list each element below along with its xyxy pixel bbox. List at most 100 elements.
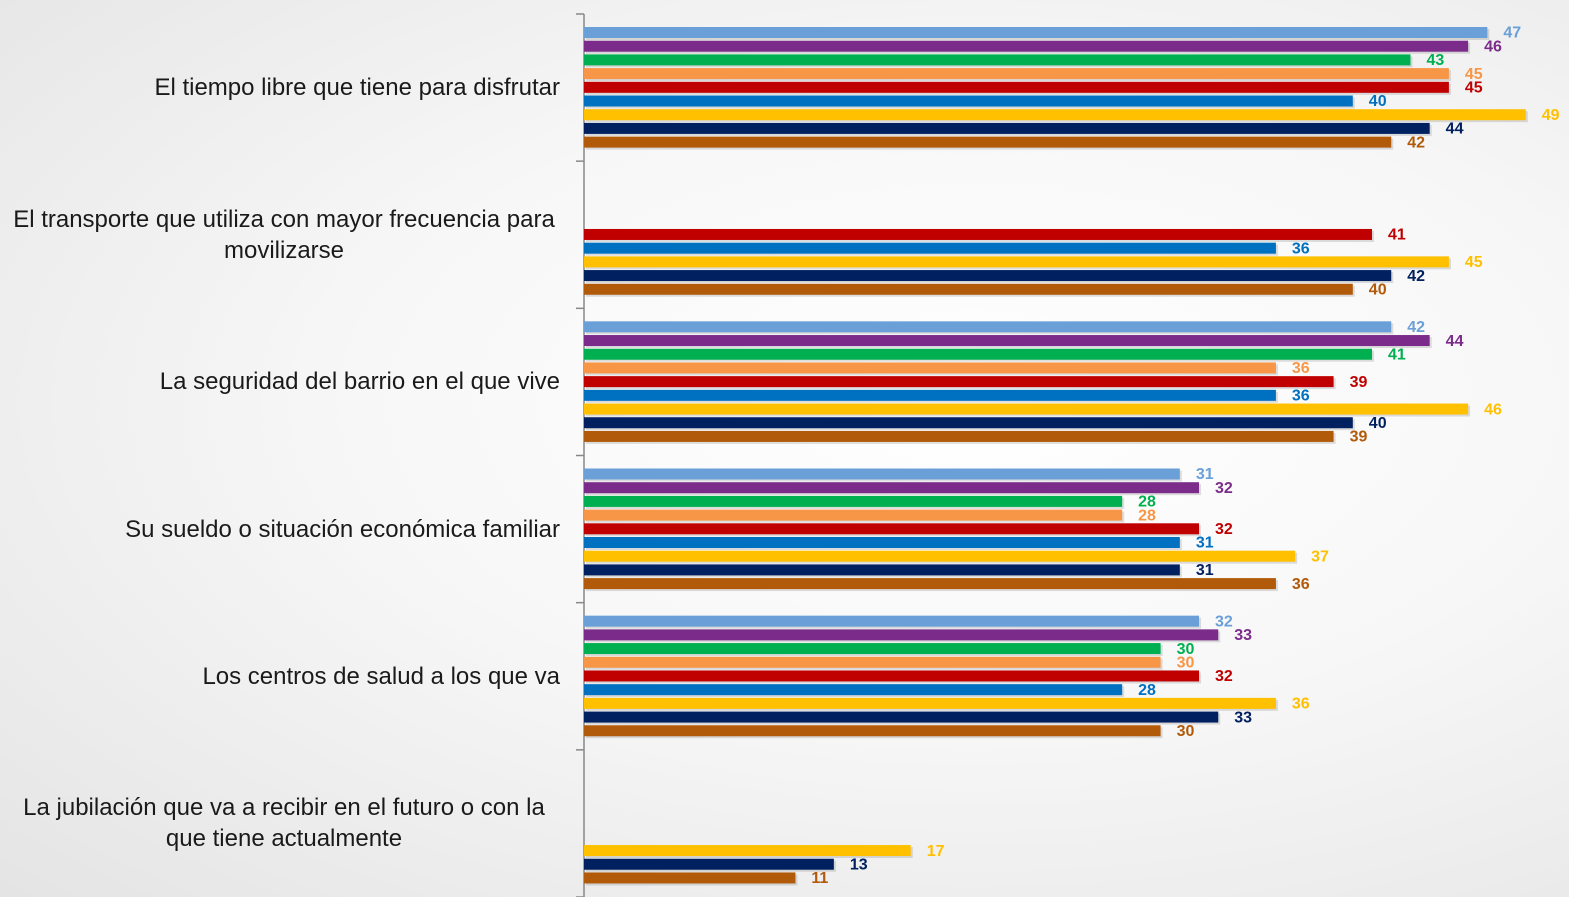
bar [584,656,1161,668]
value-label: 28 [1138,682,1156,699]
bar [584,578,1276,590]
value-label: 41 [1388,346,1406,363]
value-label: 17 [927,843,945,860]
bar [584,468,1180,480]
bar [584,256,1449,268]
bar [584,537,1180,548]
value-label: 30 [1177,654,1195,671]
value-label: 32 [1215,613,1233,630]
bar [584,283,1353,295]
value-label: 32 [1215,480,1233,497]
category-text: El tiempo libre que tiene para disfrutar [154,74,560,102]
value-label: 36 [1292,576,1310,593]
bar [584,136,1392,148]
bar [584,564,1180,576]
bar [584,482,1200,494]
bar [584,228,1373,240]
category-label: El tiempo libre que tiene para disfrutar [0,14,560,161]
category-label: Los centros de salud a los que va [0,603,560,750]
category-label: La jubilación que va a recibir en el fut… [0,750,560,897]
value-label: 49 [1542,107,1560,124]
category-label: La seguridad del barrio en el que vive [0,308,560,455]
value-label: 41 [1388,227,1406,244]
bar [584,242,1276,254]
value-label: 11 [811,870,828,887]
value-label: 47 [1503,25,1521,42]
value-label: 31 [1196,466,1214,483]
value-label: 46 [1484,38,1502,55]
bar [584,68,1449,80]
bar [584,417,1353,429]
bar [584,845,911,857]
bar [584,615,1200,627]
value-label: 13 [850,856,868,873]
value-label: 43 [1426,52,1444,69]
bar [584,95,1353,107]
category-text: Los centros de salud a los que va [202,662,560,690]
category-text: Su sueldo o situación económica familiar [125,515,560,543]
bar [584,684,1123,696]
bar [584,54,1411,66]
bar [584,697,1276,709]
value-label: 30 [1177,723,1195,740]
value-label: 36 [1292,240,1310,257]
value-label: 39 [1350,374,1368,391]
value-label: 45 [1465,254,1483,271]
category-text: La seguridad del barrio en el que vive [159,368,560,396]
bar [584,348,1373,360]
value-label: 40 [1369,93,1387,110]
value-label: 31 [1196,535,1214,552]
value-label: 36 [1292,388,1310,405]
bar [584,430,1334,442]
value-label: 28 [1138,494,1156,511]
bar [584,27,1488,38]
value-label: 36 [1292,696,1310,713]
bar [584,725,1161,737]
value-label: 39 [1350,429,1368,446]
category-label: Su sueldo o situación económica familiar [0,456,560,603]
value-label: 44 [1446,121,1464,138]
value-label: 42 [1407,134,1425,151]
category-text: La jubilación que va a recibir en el fut… [23,794,545,853]
bar [584,321,1392,333]
bar [584,643,1161,655]
bar [584,362,1276,374]
bar [584,858,834,870]
bar [584,40,1469,52]
bar [584,550,1296,562]
value-label: 31 [1196,562,1214,579]
value-label: 32 [1215,668,1233,685]
value-label: 33 [1234,709,1252,726]
bar [584,509,1123,521]
bar [584,629,1219,641]
value-label: 46 [1484,401,1502,418]
bar [584,122,1430,134]
bar [584,335,1430,347]
value-label: 40 [1369,415,1387,432]
bar [584,523,1200,535]
value-label: 45 [1465,80,1483,97]
bar [584,389,1276,401]
bar [584,495,1123,507]
value-label: 45 [1465,66,1483,83]
value-label: 30 [1177,641,1195,658]
value-label: 37 [1311,548,1329,565]
bar [584,403,1469,415]
value-label: 42 [1407,268,1425,285]
value-label: 36 [1292,360,1310,377]
bar [584,376,1334,388]
bar [584,81,1449,93]
value-label: 42 [1407,319,1425,336]
value-label: 28 [1138,507,1156,524]
value-label: 33 [1234,627,1252,644]
bar [584,711,1219,723]
category-text: El transporte que utiliza con mayor frec… [13,205,555,264]
value-label: 44 [1446,333,1464,350]
value-label: 32 [1215,521,1233,538]
value-label: 40 [1369,281,1387,298]
category-label: El transporte que utiliza con mayor frec… [0,161,560,308]
bar [584,670,1200,682]
bar [584,109,1526,121]
